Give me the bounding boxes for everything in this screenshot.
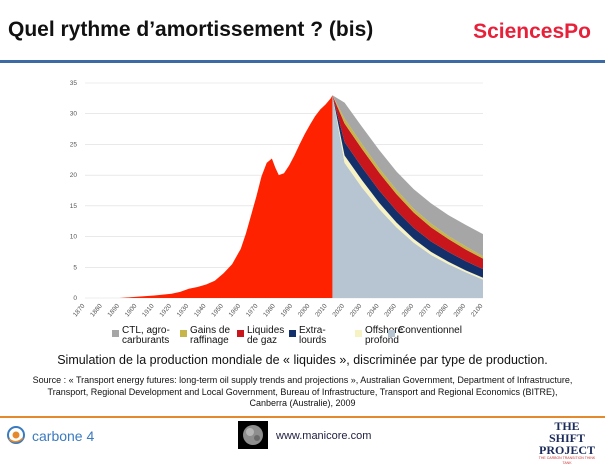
shift-logo-line1: THE SHIFT — [548, 419, 585, 445]
y-tick-label-30: 30 — [70, 111, 78, 118]
x-tick-label-1980: 1980 — [262, 302, 277, 318]
x-tick-label-1990: 1990 — [280, 302, 295, 318]
website-link[interactable]: www.manicore.com — [276, 430, 372, 442]
legend-label: Conventionnel — [398, 325, 462, 336]
x-tick-label-1890: 1890 — [106, 302, 121, 318]
x-tick-label-2010: 2010 — [314, 302, 329, 318]
x-tick-label-1910: 1910 — [141, 302, 156, 318]
x-tick-label-1960: 1960 — [228, 302, 243, 318]
x-tick-label-2000: 2000 — [297, 302, 312, 318]
legend-swatch — [355, 330, 362, 337]
chart-areas — [85, 95, 483, 299]
sciencespo-logo: SciencesPo — [473, 20, 591, 43]
legend-label: CTL, agro- carburants — [122, 325, 170, 346]
carbone4-logo: carbone 4 — [6, 425, 116, 447]
chart-caption: Simulation de la production mondiale de … — [57, 353, 548, 367]
shift-logo-line2: PROJECT — [538, 443, 595, 457]
x-tick-label-1870: 1870 — [72, 302, 87, 318]
legend-label: Offshore profond — [365, 325, 404, 346]
x-tick-label-1970: 1970 — [245, 302, 260, 318]
area-liquides-de-gaz — [332, 95, 483, 270]
legend-label: Gains de raffinage — [190, 325, 231, 346]
legend-label: Liquides de gaz — [247, 325, 285, 346]
x-tick-label-1880: 1880 — [89, 302, 104, 318]
globe-icon — [238, 421, 268, 449]
x-tick-label-1950: 1950 — [210, 302, 225, 318]
area-ctl-agro-carburants — [332, 95, 483, 257]
carbone4-emblem-icon — [7, 426, 25, 444]
x-tick-label-1940: 1940 — [193, 302, 208, 318]
y-tick-label-0: 0 — [73, 295, 77, 302]
y-tick-label-15: 15 — [70, 203, 78, 210]
x-tick-label-2030: 2030 — [349, 302, 364, 318]
slide-title: Quel rythme d’amortissement ? (bis) — [8, 18, 374, 41]
x-tick-label-2060: 2060 — [401, 302, 416, 318]
area-offshore-profond — [332, 95, 483, 280]
y-axis-ticks: 0 5 10 15 20 25 30 35 — [70, 80, 78, 302]
x-axis-ticks: 1870 1880 1890 1900 1910 1920 1930 1940 1950 1960… — [72, 302, 485, 318]
source-note: Source : « Transport energy futures: lon… — [32, 375, 573, 408]
x-tick-label-2020: 2020 — [331, 302, 346, 318]
x-tick-label-2040: 2040 — [366, 302, 381, 318]
legend-swatch — [289, 330, 296, 337]
y-tick-label-5: 5 — [73, 264, 77, 271]
x-tick-label-1920: 1920 — [158, 302, 173, 318]
legend-swatch — [180, 330, 187, 337]
legend-swatch — [237, 330, 244, 337]
x-tick-label-1930: 1930 — [176, 302, 191, 318]
x-tick-label-1900: 1900 — [124, 302, 139, 318]
legend-swatch — [388, 330, 395, 337]
legend-swatch — [112, 330, 119, 337]
x-tick-label-2100: 2100 — [470, 302, 485, 318]
shift-logo-tagline: THE CARBON TRANSITION THINK TANK — [538, 456, 596, 465]
y-tick-label-25: 25 — [70, 141, 78, 148]
area-conventionnel — [332, 95, 483, 299]
y-tick-label-35: 35 — [70, 80, 78, 87]
y-tick-label-10: 10 — [70, 234, 78, 241]
x-tick-label-2090: 2090 — [453, 302, 468, 318]
footer-divider — [0, 416, 605, 418]
carbone4-logo-text: carbone 4 — [32, 428, 95, 444]
area-historical — [85, 95, 333, 299]
shift-project-logo: THE SHIFT PROJECT THE CARBON TRANSITION … — [537, 419, 597, 465]
x-tick-label-2070: 2070 — [418, 302, 433, 318]
title-divider — [0, 60, 605, 63]
x-tick-label-2080: 2080 — [435, 302, 450, 318]
x-tick-label-2050: 2050 — [383, 302, 398, 318]
legend-label: Extra- lourds — [299, 325, 327, 346]
y-tick-label-20: 20 — [70, 172, 78, 179]
